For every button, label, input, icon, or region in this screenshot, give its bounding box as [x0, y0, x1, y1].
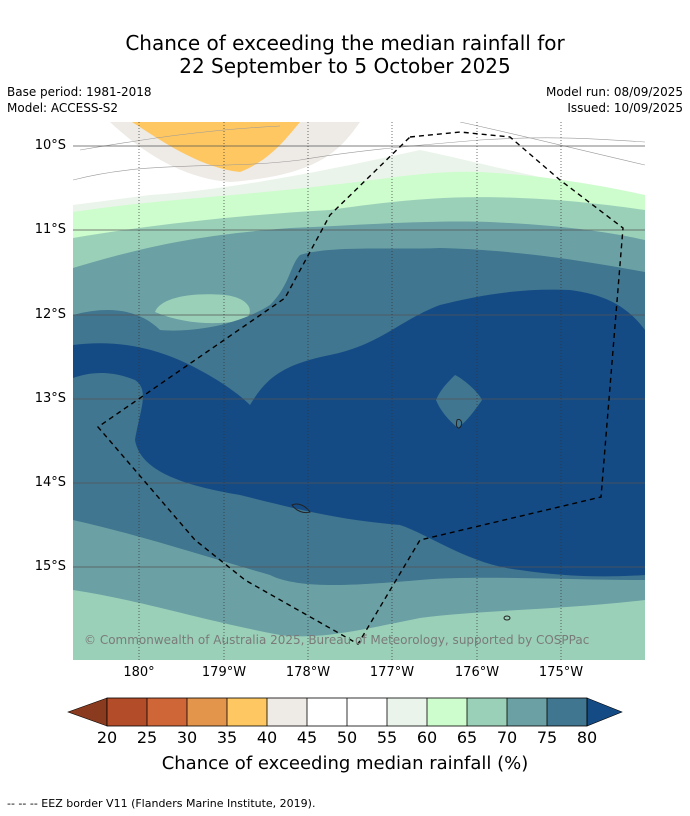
- copyright-notice: © Commonwealth of Australia 2025, Bureau…: [84, 633, 590, 647]
- region-above-80: [73, 289, 645, 577]
- colorbar-tick: 50: [336, 728, 358, 747]
- colorbar-tick: 40: [256, 728, 278, 747]
- model-run: Model run: 08/09/2025: [545, 85, 683, 99]
- colorbar-label: Chance of exceeding median rainfall (%): [161, 753, 529, 774]
- lat-label: 13°S: [34, 391, 66, 406]
- meta-right: Model run: 08/09/2025 Issued: 10/09/2025: [546, 84, 683, 116]
- colorbar-tick: 25: [136, 728, 158, 747]
- region-75-80-patch: [436, 375, 482, 428]
- island-outline: [291, 503, 311, 514]
- lon-label: 179°W: [201, 665, 247, 680]
- colorbar-tick: 45: [296, 728, 318, 747]
- colorbar-tick: 70: [496, 728, 518, 747]
- colorbar-tick: 65: [456, 728, 478, 747]
- model-name: Model: ACCESS-S2: [7, 101, 119, 115]
- island-outline: [456, 419, 463, 429]
- lon-label: 177°W: [369, 665, 415, 680]
- lat-label: 15°S: [34, 559, 66, 574]
- colorbar-tick: 75: [536, 728, 558, 747]
- lon-label: 178°W: [285, 665, 331, 680]
- lat-gridlines: [73, 145, 645, 568]
- colorbar-tick: 35: [216, 728, 238, 747]
- lat-label: 12°S: [34, 307, 66, 322]
- lon-label: 175°W: [538, 665, 584, 680]
- lat-label: 14°S: [34, 475, 66, 490]
- region-35-40: [132, 122, 300, 172]
- chart-title-line-1: Chance of exceeding the median rainfall …: [125, 31, 565, 55]
- colorbar-tick: 55: [376, 728, 398, 747]
- region-65-70-patch: [155, 294, 250, 324]
- colorbar-tick: 20: [96, 728, 118, 747]
- colorbar-tick: 30: [176, 728, 198, 747]
- colorbar: [67, 697, 623, 727]
- lon-label: 180°: [123, 665, 155, 680]
- island-outline: [503, 615, 511, 621]
- chart-title-line-2: 22 September to 5 October 2025: [179, 54, 511, 78]
- colorbar-tick: 80: [576, 728, 598, 747]
- lat-label: 11°S: [34, 222, 66, 237]
- lat-label: 10°S: [34, 138, 66, 153]
- colorbar-tick: 60: [416, 728, 438, 747]
- issued-date: Issued: 10/09/2025: [567, 101, 683, 115]
- base-period: Base period: 1981-2018: [7, 85, 152, 99]
- eez-border: [96, 131, 624, 645]
- eez-footnote: -- -- -- EEZ border V11 (Flanders Marine…: [7, 797, 316, 810]
- lon-label: 176°W: [454, 665, 500, 680]
- rainfall-probability-map: [73, 122, 645, 660]
- meta-left: Base period: 1981-2018 Model: ACCESS-S2: [7, 84, 152, 116]
